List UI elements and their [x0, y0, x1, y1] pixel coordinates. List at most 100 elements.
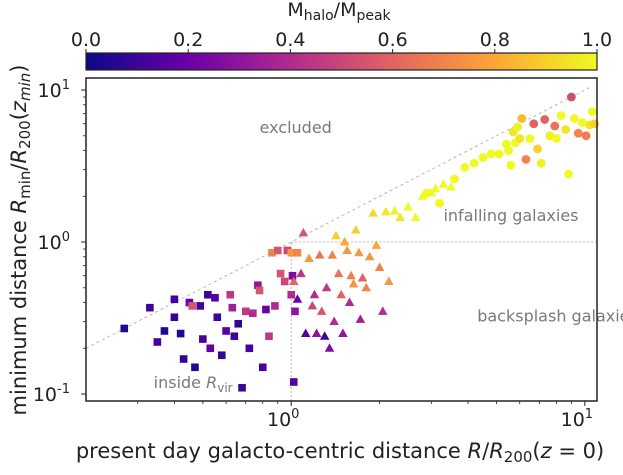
tick-label: 101	[561, 407, 593, 431]
triangle-marker	[309, 289, 320, 299]
triangle-marker	[361, 282, 371, 292]
triangle-marker	[296, 268, 306, 278]
circle-marker	[540, 115, 550, 124]
square-marker	[196, 302, 205, 310]
triangle-marker	[329, 316, 339, 326]
circle-marker	[478, 153, 488, 162]
square-marker	[230, 332, 239, 341]
circle-marker	[525, 134, 535, 143]
square-marker	[199, 335, 207, 343]
triangle-marker	[351, 225, 361, 234]
triangle-marker	[333, 268, 344, 278]
triangle-marker	[357, 273, 368, 282]
colorbar-tick-label: 0.2	[173, 29, 203, 51]
triangle-marker	[417, 191, 428, 200]
circle-marker	[435, 198, 444, 208]
triangle-marker	[327, 250, 338, 259]
circle-marker	[521, 154, 531, 164]
square-marker	[271, 302, 279, 310]
reference-line	[85, 85, 593, 349]
circle-marker	[581, 131, 591, 141]
square-marker	[228, 303, 237, 312]
region-annotation: inside Rvir	[154, 373, 233, 395]
triangle-marker	[307, 300, 318, 310]
circle-marker	[569, 114, 579, 123]
circle-marker	[422, 188, 432, 198]
circle-marker	[513, 122, 522, 132]
region-annotations: excluded infalling galaxies backsplash gal…	[154, 118, 623, 395]
square-marker	[241, 307, 250, 316]
square-marker	[276, 269, 285, 278]
triangle-marker	[381, 206, 391, 216]
triangle-marker	[348, 278, 359, 288]
square-marker	[288, 271, 297, 280]
plot-border	[85, 77, 598, 402]
triangle-marker	[304, 253, 314, 262]
triangle-marker	[342, 245, 352, 254]
tick-label: 100	[38, 230, 70, 254]
triangle-marker	[395, 212, 405, 222]
square-marker	[217, 351, 226, 360]
square-marker	[226, 290, 235, 299]
colorbar-title: Mhalo/Mpeak	[287, 0, 391, 24]
square-marker	[170, 295, 179, 304]
square-marker	[249, 309, 257, 318]
circle-marker	[450, 174, 459, 184]
colorbar	[85, 52, 598, 71]
region-annotation: backsplash galaxies	[477, 307, 623, 326]
triangle-marker	[316, 306, 327, 315]
square-marker	[289, 378, 298, 386]
circle-marker	[460, 162, 470, 172]
square-marker	[170, 313, 179, 322]
triangle-marker	[300, 328, 311, 338]
circle-marker	[573, 128, 583, 138]
triangle-marker	[378, 306, 388, 315]
square-marker	[268, 248, 276, 257]
triangle-marker	[430, 183, 441, 193]
triangle-marker	[311, 328, 322, 338]
region-annotation: infalling galaxies	[443, 206, 578, 225]
circle-marker	[577, 118, 587, 128]
square-marker	[191, 363, 199, 372]
circle-marker	[515, 134, 525, 143]
square-marker	[262, 305, 270, 314]
triangle-marker	[314, 250, 325, 259]
circle-marker	[536, 158, 546, 168]
square-marker	[179, 355, 188, 363]
triangle-marker	[355, 314, 366, 323]
plot-area: excluded infalling galaxies backsplash gal…	[33, 77, 623, 431]
square-marker	[238, 383, 246, 392]
triangle-marker	[292, 294, 303, 303]
triangle-marker	[344, 297, 355, 307]
square-marker	[222, 327, 230, 335]
circle-marker	[533, 144, 542, 154]
square-marker	[255, 286, 264, 295]
triangle-marker	[389, 206, 400, 215]
square-marker	[160, 327, 169, 335]
triangle-marker	[346, 270, 356, 280]
triangle-marker	[336, 289, 346, 299]
circle-marker	[564, 169, 573, 179]
circle-marker	[529, 119, 539, 129]
square-marker	[120, 324, 129, 333]
data-points	[120, 92, 600, 392]
circle-marker	[587, 107, 597, 117]
colorbar-tick-label: 0.8	[480, 29, 510, 51]
colorbar-tick-labels: 0.0 0.2 0.4 0.6 0.8 1.0	[71, 29, 612, 53]
region-annotation: excluded	[260, 118, 332, 137]
x-axis-label: present day galacto-centric distance R/R…	[76, 439, 604, 466]
circle-marker	[567, 92, 576, 102]
circle-marker	[494, 149, 504, 159]
circle-marker	[561, 125, 571, 134]
square-marker	[293, 248, 302, 257]
triangle-marker	[371, 240, 382, 249]
square-marker	[265, 332, 273, 341]
square-marker	[273, 246, 282, 255]
square-marker	[234, 319, 243, 328]
triangle-marker	[339, 237, 350, 246]
circle-marker	[550, 121, 560, 131]
triangle-marker	[410, 212, 421, 222]
circle-marker	[504, 146, 514, 155]
square-marker	[287, 290, 296, 299]
